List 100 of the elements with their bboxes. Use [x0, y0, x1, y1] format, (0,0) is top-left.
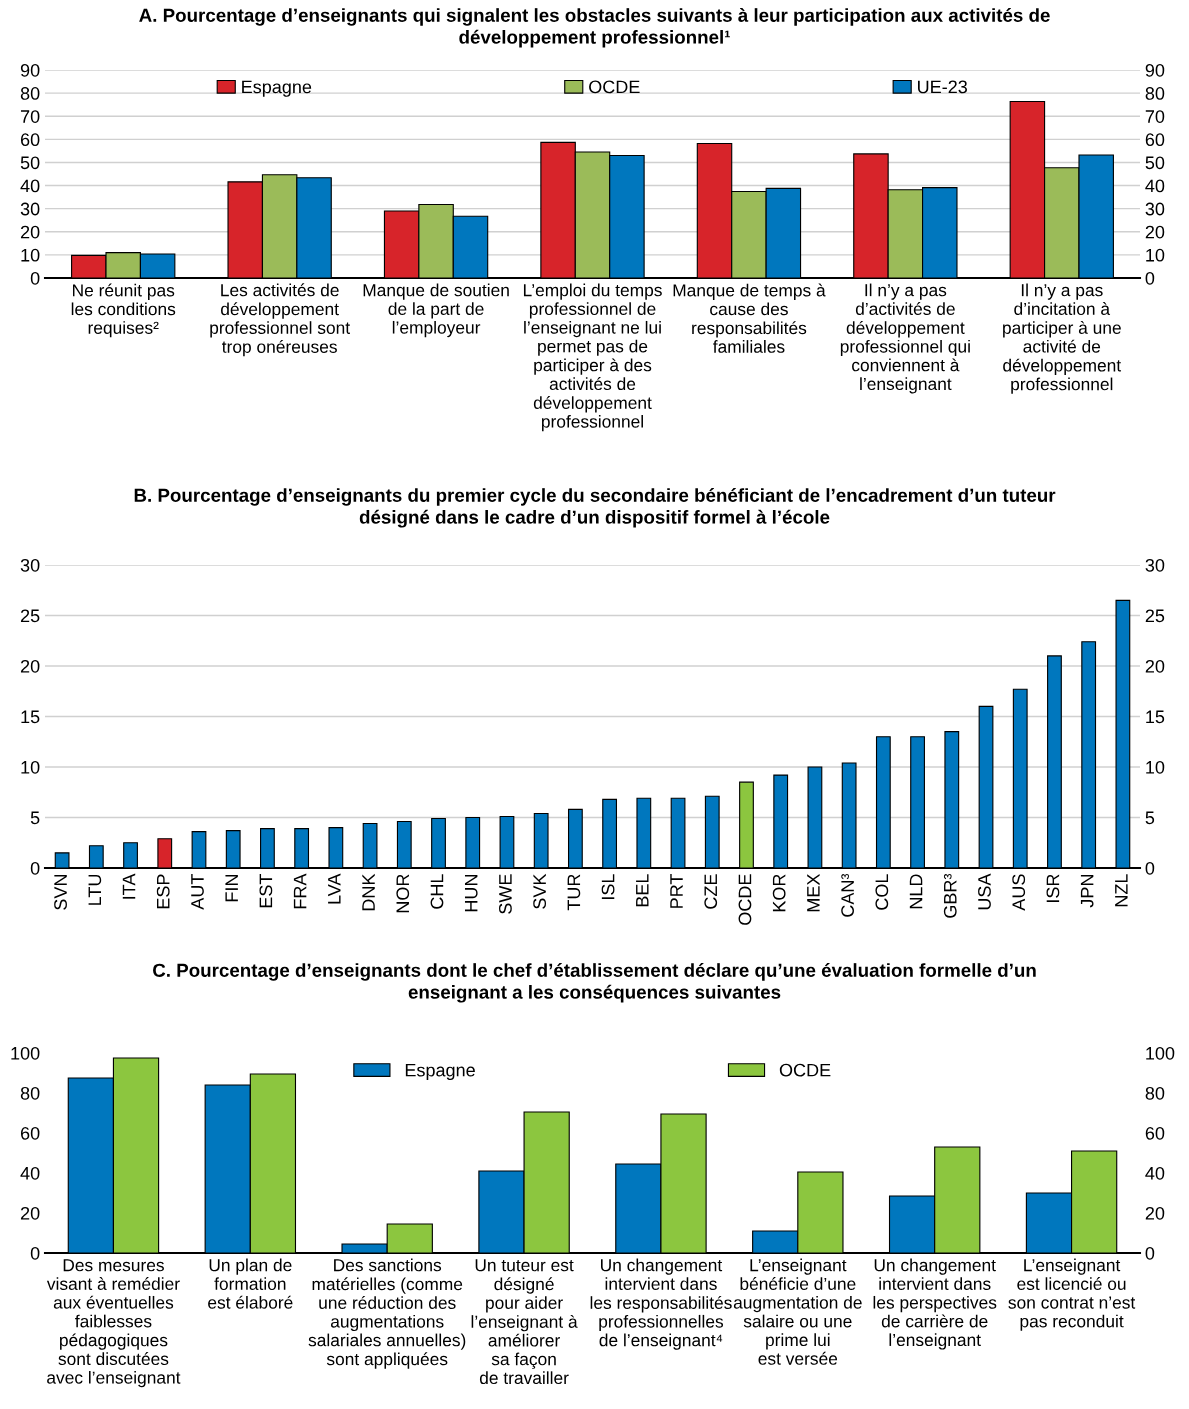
x-tick-label: CZE	[704, 874, 718, 909]
y2-tick-label: 15	[1146, 710, 1165, 724]
y-tick-label: 5	[30, 811, 40, 825]
x-tick-label: NOR	[396, 874, 410, 913]
y2-tick-label: 40	[1145, 179, 1165, 193]
y2-tick-label: 60	[1145, 133, 1165, 147]
y2-tick-label: 80	[1145, 1086, 1165, 1100]
x-tick-label: JPN	[1080, 875, 1094, 908]
x-tick-label: L’emploi du temps professionnel de l’enseignant ne lui permet pas de participer à des activités de développement professionnel	[523, 283, 662, 432]
x-tick-label: Manque de temps à cause des responsabilités familiales	[673, 283, 826, 353]
x-tick-label: ISR	[1046, 874, 1060, 902]
y2-tick-label: 0	[1145, 1246, 1155, 1260]
x-tick-label: MEX	[807, 873, 820, 912]
y2-tick-label: 70	[1145, 110, 1165, 123]
y-tick-label: 80	[20, 1086, 40, 1100]
y2-tick-label: 60	[1145, 1126, 1165, 1140]
y-tick-label: 30	[20, 558, 40, 572]
y-tick-label: 0	[30, 1246, 40, 1260]
x-tick-label: Il n’y a pas d’activités de développement professionnel qui conviennent à l’enseignant	[840, 283, 970, 394]
x-tick-label: Des sanctions matérielles (comme une réduction des augmentations salariales annuelles) sont appliquées	[308, 1258, 466, 1369]
y2-tick-label: 50	[1145, 156, 1165, 170]
legend-label: OCDE	[779, 1063, 831, 1077]
x-tick-label: SWE	[499, 874, 512, 914]
y-tick-label: 30	[20, 202, 40, 216]
x-tick-label: KOR	[772, 874, 786, 912]
y2-tick-label: 5	[1145, 811, 1155, 825]
y-tick-label: 0	[30, 271, 40, 285]
y-tick-label: 60	[20, 133, 40, 147]
legend-label: Espagne	[242, 80, 312, 97]
x-tick-label: Il n’y a pas d’incitation à participer à une activité de développement professionnel	[1003, 283, 1122, 394]
y2-tick-label: 100	[1146, 1046, 1175, 1060]
y-tick-label: 70	[20, 110, 40, 123]
y-tick-label: 20	[20, 225, 40, 239]
x-tick-label: L’enseignant est licencié ou son contrat n’est pas reconduit	[1008, 1258, 1136, 1331]
x-tick-label: ITA	[122, 873, 136, 899]
y2-tick-label: 0	[1145, 271, 1155, 285]
y2-tick-label: 40	[1145, 1166, 1165, 1180]
y2-tick-label: 90	[1145, 63, 1165, 77]
x-tick-label: SVK	[533, 873, 547, 909]
x-tick-label: DNK	[362, 873, 375, 911]
y2-tick-label: 30	[1145, 202, 1165, 216]
y2-tick-label: 20	[1145, 659, 1165, 673]
x-tick-label: AUS	[1012, 874, 1026, 911]
x-tick-label: Un changement intervient dans les responsabilités professionnelles de l’enseignant⁴	[590, 1258, 732, 1350]
y-tick-label: 10	[21, 760, 40, 774]
y-tick-label: 20	[20, 1206, 40, 1220]
y2-tick-label: 80	[1145, 87, 1165, 100]
x-tick-label: EST	[259, 873, 273, 908]
x-tick-label: COL	[875, 874, 889, 910]
y2-tick-label: 30	[1145, 558, 1165, 572]
x-tick-label: CHL	[430, 874, 444, 909]
chart-title: A. Pourcentage d’enseignants qui signalent les obstacles suivants à leur participation aux activités de développement professionnel¹	[139, 8, 1050, 48]
x-tick-label: Un plan de formation est élaboré	[208, 1258, 293, 1309]
x-tick-label: Manque de soutien de la part de l’employeur	[363, 283, 509, 338]
y-tick-label: 10	[21, 248, 40, 262]
x-tick-label: Des mesures visant à remédier aux éventuelles faiblesses pédagogiques sont discutées avec l’enseignant	[46, 1259, 181, 1388]
chart-title: C. Pourcentage d’enseignants dont le chef d’établissement déclare qu’une évaluation formelle d’un enseignant a les conséquences suivantes	[153, 963, 1036, 1003]
x-tick-label: CAN³	[841, 873, 854, 917]
x-tick-label: ISL	[601, 874, 615, 899]
y2-tick-label: 25	[1145, 609, 1165, 623]
x-tick-label: Les activités de développement professionnel sont trop onéreuses	[210, 283, 350, 357]
x-tick-label: LVA	[328, 873, 341, 904]
y2-tick-label: 20	[1145, 225, 1165, 239]
y-tick-label: 80	[20, 87, 40, 100]
x-tick-label: Un tuteur est désigné pour aider l’enseignant à améliorer sa façon de travailler	[471, 1259, 578, 1385]
y-tick-label: 15	[21, 710, 40, 724]
x-tick-label: NLD	[909, 874, 923, 909]
x-tick-label: Ne réunit pas les conditions requises²	[71, 283, 176, 338]
y2-tick-label: 10	[1146, 760, 1165, 774]
x-tick-label: NZL	[1115, 874, 1128, 907]
y-tick-label: 0	[30, 861, 40, 875]
x-tick-label: FIN	[225, 875, 238, 902]
x-tick-label: ESP	[156, 874, 170, 909]
y-tick-label: 40	[20, 1166, 40, 1180]
x-tick-label: AUT	[191, 873, 204, 910]
x-tick-label: GBR³	[943, 873, 957, 918]
chart-title: B. Pourcentage d’enseignants du premier cycle du secondaire bénéficiant de l’encadrement d’un tuteur désigné dans le cadre d’un dispositif formel à l’école	[134, 488, 1056, 528]
y2-tick-label: 0	[1145, 861, 1155, 875]
x-tick-label: Un changement intervient dans les perspectives de carrière de l’enseignant	[873, 1258, 997, 1350]
x-tick-label: USA	[978, 873, 991, 910]
y-tick-label: 20	[20, 659, 40, 673]
y-tick-label: 100	[11, 1046, 40, 1060]
y-tick-label: 60	[20, 1126, 40, 1140]
x-tick-label: FRA	[293, 873, 307, 909]
y-tick-label: 50	[20, 156, 40, 170]
x-tick-label: LTU	[88, 874, 102, 905]
x-tick-label: OCDE	[738, 874, 752, 925]
y-tick-label: 40	[20, 179, 40, 193]
legend-label: UE-23	[918, 80, 967, 94]
y-tick-label: 90	[20, 63, 40, 77]
legend-label: OCDE	[589, 80, 640, 94]
legend-label: Espagne	[405, 1063, 475, 1081]
y-tick-label: 25	[20, 609, 40, 623]
x-tick-label: L’enseignant bénéficie d’une augmentation de salaire ou une prime lui est versée	[733, 1258, 862, 1365]
x-tick-label: BEL	[636, 874, 649, 907]
x-tick-label: PRT	[670, 873, 683, 908]
y2-tick-label: 10	[1146, 248, 1165, 262]
x-tick-label: SVN	[54, 875, 67, 910]
x-tick-label: HUN	[464, 875, 478, 912]
y2-tick-label: 20	[1145, 1206, 1165, 1220]
